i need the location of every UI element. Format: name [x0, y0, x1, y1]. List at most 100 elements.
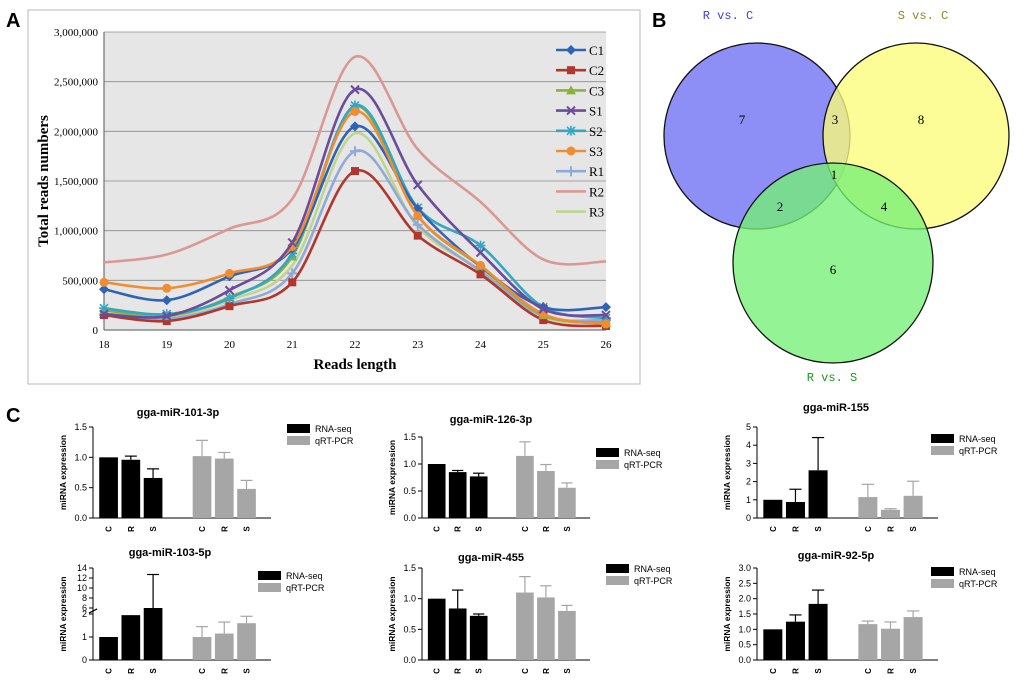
- y-tick-label: 0.0: [403, 513, 416, 523]
- legend-label-R2: R2: [589, 184, 604, 199]
- data-point: [413, 180, 423, 190]
- venn-region-count: 4: [881, 199, 888, 214]
- bar-RNA-seq-R: [785, 501, 805, 518]
- legend-label-qRT-PCR: qRT-PCR: [286, 583, 325, 593]
- x-tick-label: R: [886, 668, 895, 674]
- legend-marker: [567, 66, 575, 75]
- data-point: [412, 219, 423, 230]
- bar-qRT-PCR-S: [558, 487, 576, 518]
- y-axis-title: miRNA expression: [387, 440, 397, 515]
- bar-qRT-PCR-C: [192, 456, 212, 518]
- venn-region-count: 7: [739, 112, 746, 127]
- bar-qRT-PCR-R: [537, 471, 555, 518]
- data-point: [538, 304, 548, 314]
- legend-swatch-qRT-PCR: [931, 446, 954, 455]
- y-axis-title: miRNA expression: [58, 435, 68, 510]
- venn-region-count: 6: [830, 262, 837, 277]
- y-tick-label: 0: [93, 325, 99, 337]
- y-tick-label: 0.5: [74, 483, 87, 493]
- x-tick-label: 20: [224, 339, 236, 351]
- data-point: [99, 309, 109, 319]
- data-point: [413, 231, 422, 240]
- chart-title: gga-miR-155: [803, 402, 869, 414]
- x-tick-label: S: [814, 668, 823, 674]
- bar-qRT-PCR-R: [880, 509, 900, 518]
- x-tick-label: C: [769, 668, 778, 674]
- x-tick-label: C: [433, 526, 442, 532]
- legend-marker: [566, 146, 576, 156]
- legend-label-RNA-seq: RNA-seq: [286, 571, 323, 581]
- bar-charts-panel: gga-miR-101-3p miRNA expression 0.0 0.5 1.0 1…: [58, 402, 998, 674]
- y-tick-label: 0.5: [738, 640, 751, 650]
- bar-chart-gga-miR-101-3p: gga-miR-101-3p miRNA expression 0.0 0.5 1.0 1…: [58, 407, 354, 532]
- y-tick-label: 0.0: [738, 655, 751, 665]
- x-tick-label: C: [864, 526, 873, 532]
- x-tick-label: C: [769, 526, 778, 532]
- x-tick-label: R: [454, 668, 463, 674]
- data-point: [287, 268, 298, 279]
- venn-diagram-panel: R vs. C S vs. C R vs. S 7 8 6 3 2 4 1: [663, 9, 1010, 385]
- chart-title: gga-miR-455: [458, 552, 524, 564]
- bar-qRT-PCR-C: [858, 624, 878, 660]
- bar-chart-gga-miR-455: gga-miR-455 miRNA expression 0.0 0.5 1.0 1.5 C…: [387, 552, 673, 674]
- y-axis-title: miRNA expression: [387, 576, 397, 651]
- venn-set-label-1: R vs. C: [703, 9, 753, 23]
- y-tick-label: 1.5: [738, 609, 751, 619]
- data-point: [161, 295, 172, 306]
- venn-set-label-2: S vs. C: [898, 9, 948, 23]
- data-point: [350, 146, 360, 157]
- bar-RNA-seq-S: [808, 603, 828, 660]
- bar-qRT-PCR-C: [858, 497, 878, 518]
- y-tick-label: 0.5: [403, 624, 416, 634]
- legend-swatch-RNA-seq: [258, 571, 281, 580]
- axis-break-mark: [88, 608, 98, 614]
- data-point: [162, 311, 172, 321]
- x-tick-label: R: [127, 668, 136, 674]
- data-point: [99, 284, 109, 295]
- x-tick-label: C: [105, 668, 114, 674]
- chart-title: gga-miR-92-5p: [798, 550, 875, 562]
- bar-qRT-PCR-S: [558, 610, 576, 660]
- y-tick-label: 0: [746, 513, 751, 523]
- data-point: [351, 167, 359, 176]
- bar-qRT-PCR-S: [903, 617, 923, 660]
- legend-marker: [566, 85, 576, 95]
- legend-marker: [566, 105, 576, 116]
- venn-region-count: 8: [918, 112, 925, 127]
- bar-RNA-seq-C: [427, 598, 446, 660]
- x-tick-label: 22: [350, 339, 361, 351]
- bar-qRT-PCR-R: [214, 458, 234, 518]
- y-tick-label: 14: [77, 563, 87, 573]
- bar-RNA-seq-C: [99, 457, 118, 518]
- legend-label-RNA-seq: RNA-seq: [624, 448, 661, 458]
- x-tick-label: 19: [161, 339, 173, 351]
- y-tick-label: 4: [746, 440, 751, 450]
- bar-RNA-seq-R: [121, 459, 141, 518]
- x-tick-label: S: [563, 526, 572, 532]
- data-point: [225, 302, 234, 311]
- y-tick-label: 1,000,000: [54, 226, 99, 238]
- data-point: [475, 240, 486, 251]
- x-tick-label: S: [563, 668, 572, 674]
- y-tick-label: 1,500,000: [54, 176, 99, 188]
- x-tick-label: 18: [99, 339, 111, 351]
- data-point: [350, 106, 360, 116]
- bar-chart-gga-miR-126-3p: gga-miR-126-3p miRNA expression 0.0 0.5 1.0 1…: [387, 414, 663, 532]
- bar-RNA-seq-C: [99, 637, 118, 660]
- data-point: [225, 268, 234, 278]
- x-tick-label: S: [909, 668, 918, 674]
- y-tick-label: 3,000,000: [54, 27, 99, 39]
- panel-label-a: A: [6, 10, 20, 32]
- data-point: [287, 237, 297, 248]
- y-axis-title: miRNA expression: [58, 576, 68, 651]
- venn-circle-3: [732, 162, 934, 364]
- series-line-R2: [103, 55, 607, 266]
- y-tick-label: 500,000: [62, 275, 98, 287]
- x-tick-label: C: [105, 526, 114, 532]
- y-tick-label: 1.5: [74, 422, 87, 432]
- x-tick-label: 25: [538, 339, 550, 351]
- y-axis-title: miRNA expression: [722, 576, 732, 651]
- x-tick-label: S: [814, 526, 823, 532]
- x-tick-label: C: [198, 526, 207, 532]
